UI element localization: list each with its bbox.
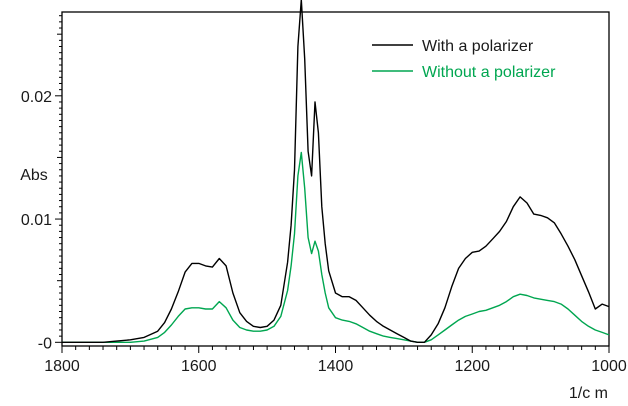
y-tick-label: 0.02 [21,89,52,106]
y-axis: -0 0.01 0.02 [21,15,62,352]
series-line-0 [62,0,610,343]
x-tick-label: 1000 [591,358,627,375]
y-tick-label: 0.01 [21,212,52,229]
legend-label-without-polarizer: Without a polarizer [422,64,556,81]
x-tick-label: 1200 [454,358,490,375]
x-axis-label: 1/c m [569,385,608,402]
x-tick-label: 1400 [318,358,354,375]
series-layer [62,0,610,343]
y-axis-label: Abs [20,167,48,184]
series-line-1 [62,151,610,343]
y-tick-label: -0 [38,335,52,352]
x-tick-label: 1800 [44,358,80,375]
legend: With a polarizer Without a polarizer [372,38,556,81]
legend-label-with-polarizer: With a polarizer [422,38,534,55]
x-tick-label: 1600 [181,358,217,375]
x-axis: 1800 1600 1400 1200 1000 [44,346,627,375]
